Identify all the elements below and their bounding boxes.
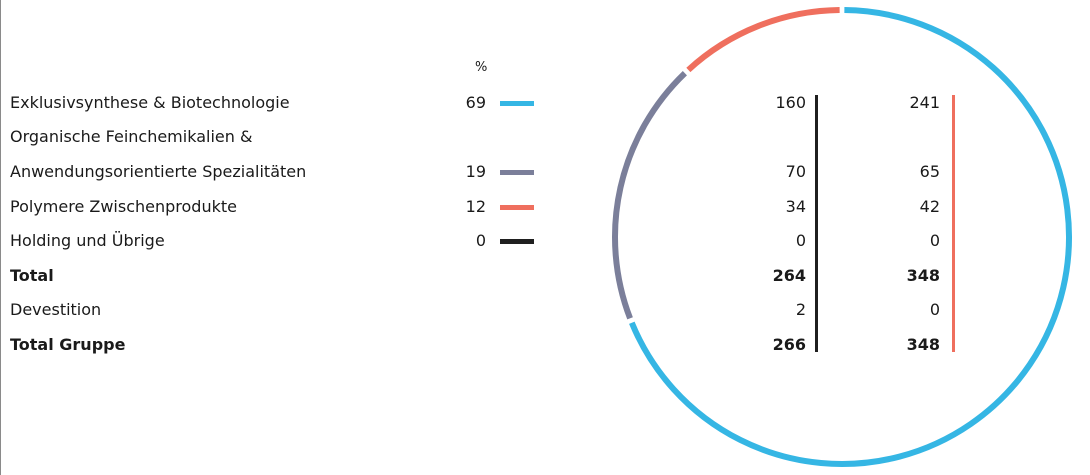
row-label: Holding und Übrige xyxy=(10,231,165,250)
row-value-col2: 65 xyxy=(919,162,940,181)
row-label: Anwendungsorientierte Spezialitäten xyxy=(10,162,307,181)
table-row-total-gruppe: Total Gruppe 266 348 xyxy=(0,327,1090,361)
left-frame-line xyxy=(0,0,1,475)
table-row-polymere: Polymere Zwischenprodukte 12 34 42 xyxy=(0,189,1090,223)
row-label: Polymere Zwischenprodukte xyxy=(10,197,237,216)
row-label: Total Gruppe xyxy=(10,335,126,354)
row-value-col2: 241 xyxy=(909,93,940,112)
donut-slice-1 xyxy=(612,70,687,320)
row-value-col2: 348 xyxy=(906,335,940,354)
table-row-feinchemikalien-line1: Organische Feinchemikalien & xyxy=(0,119,1090,153)
row-label: Devestition xyxy=(10,300,102,319)
row-value-col1: 266 xyxy=(772,335,806,354)
column1-bar xyxy=(815,95,818,352)
legend-swatch-holding xyxy=(500,239,534,244)
table-row-holding: Holding und Übrige 0 0 0 xyxy=(0,223,1090,257)
donut-slice-2 xyxy=(686,7,840,73)
row-value-col1: 0 xyxy=(795,231,806,250)
row-value-col1: 34 xyxy=(785,197,806,216)
row-percent: 69 xyxy=(465,93,486,112)
row-value-col1: 264 xyxy=(772,266,806,285)
row-percent: 19 xyxy=(465,162,486,181)
table-row-exklusivsynthese: Exklusivsynthese & Biotechnologie 69 160… xyxy=(0,85,1090,119)
legend-swatch-exklusivsynthese xyxy=(500,101,534,106)
legend-swatch-polymere xyxy=(500,205,534,210)
row-value-col2: 42 xyxy=(919,197,940,216)
table-row-feinchemikalien: Anwendungsorientierte Spezialitäten 19 7… xyxy=(0,154,1090,188)
row-label: Organische Feinchemikalien & xyxy=(10,127,253,146)
table-row-devestition: Devestition 2 0 xyxy=(0,292,1090,326)
donut-slice-0 xyxy=(629,7,1072,467)
percent-column-header: % xyxy=(475,60,488,75)
row-value-col2: 348 xyxy=(906,266,940,285)
row-label: Exklusivsynthese & Biotechnologie xyxy=(10,93,290,112)
column2-bar xyxy=(952,95,955,352)
row-value-col1: 160 xyxy=(775,93,806,112)
row-label: Total xyxy=(10,266,54,285)
row-percent: 12 xyxy=(465,197,486,216)
legend-swatch-feinchemikalien xyxy=(500,170,534,175)
row-percent: 0 xyxy=(475,231,486,250)
row-value-col2: 0 xyxy=(929,300,940,319)
row-value-col2: 0 xyxy=(929,231,940,250)
row-value-col1: 2 xyxy=(795,300,806,319)
table-row-total: Total 264 348 xyxy=(0,258,1090,292)
row-value-col1: 70 xyxy=(785,162,806,181)
